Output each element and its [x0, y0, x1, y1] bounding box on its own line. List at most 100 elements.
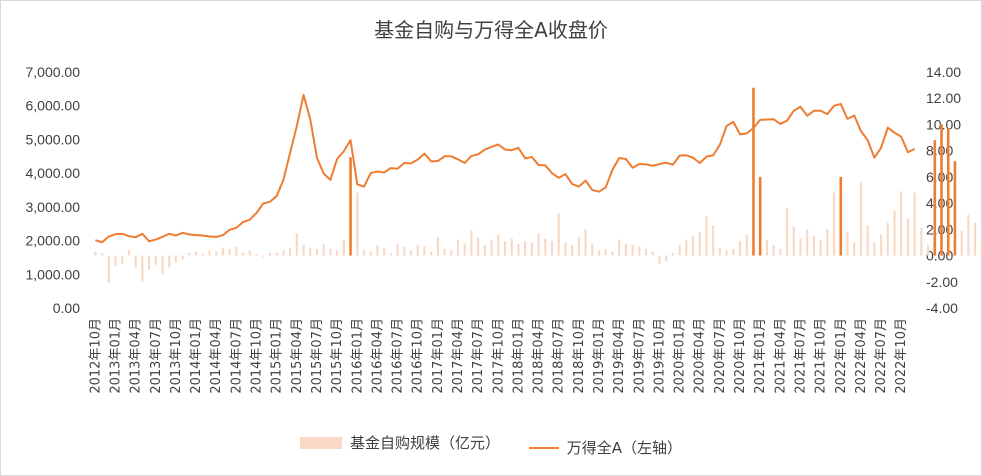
bar-mark — [873, 242, 876, 256]
x-axis-tick-label: 2020年04月 — [693, 318, 708, 394]
bar-mark — [745, 234, 748, 256]
bar-mark — [188, 252, 191, 256]
bar-mark — [946, 128, 950, 256]
bar-mark — [980, 243, 982, 256]
x-axis-tick-label: 2013年01月 — [109, 318, 124, 394]
bar-mark — [490, 239, 493, 256]
bar-series-group — [94, 87, 982, 284]
x-axis-tick-label: 2021年01月 — [753, 318, 768, 394]
bar-mark — [228, 249, 231, 256]
bar-mark — [806, 229, 809, 256]
bar-mark — [450, 250, 453, 256]
bar-mark — [564, 242, 567, 256]
x-axis-tick-label: 2018年10月 — [572, 318, 587, 394]
bar-mark — [329, 249, 332, 256]
bar-mark — [819, 239, 822, 256]
x-axis-tick-label: 2021年07月 — [793, 318, 808, 394]
bar-mark — [859, 182, 863, 256]
bar-mark — [779, 249, 782, 256]
bar-mark — [853, 242, 856, 256]
bar-mark — [725, 250, 728, 256]
bar-mark — [356, 192, 359, 256]
bar-mark — [846, 231, 849, 256]
left-axis-tick-label: 5,000.00 — [26, 131, 81, 147]
bar-mark — [792, 226, 795, 256]
bar-mark — [242, 252, 245, 256]
bar-mark — [430, 251, 433, 256]
x-axis-tick-label: 2022年10月 — [894, 318, 909, 394]
x-axis-tick-label: 2020年10月 — [733, 318, 748, 394]
bar-mark — [369, 251, 372, 256]
bar-mark — [644, 249, 648, 256]
bar-mark — [376, 245, 379, 256]
bar-mark — [161, 255, 164, 274]
bar-mark — [154, 255, 157, 265]
left-axis-tick-label: 1,000.00 — [26, 266, 81, 282]
right-axis-tick-label: 4.00 — [926, 195, 953, 211]
bar-mark — [215, 251, 218, 256]
bar-mark — [282, 250, 285, 256]
x-axis-tick-label: 2015年10月 — [330, 318, 345, 394]
bar-mark — [866, 225, 869, 256]
bar-mark — [758, 176, 762, 256]
x-axis-tick-label: 2019年10月 — [652, 318, 667, 394]
bar-mark — [396, 243, 399, 256]
bar-mark — [141, 255, 144, 282]
bar-mark — [423, 246, 426, 256]
x-axis-tick-label: 2016年07月 — [391, 318, 406, 394]
bar-mark — [577, 237, 580, 256]
legend-swatch-bar — [299, 436, 342, 449]
bar-mark — [510, 238, 513, 256]
bar-mark — [685, 239, 688, 256]
left-axis-tick-label: 3,000.00 — [26, 199, 81, 215]
bar-mark — [597, 250, 601, 256]
legend-label-line: 万得全A（左轴） — [566, 439, 683, 457]
bar-mark — [483, 245, 486, 256]
x-axis-tick-label: 2018年07月 — [552, 318, 567, 394]
right-axis-tick-label: 8.00 — [926, 143, 953, 159]
x-axis-tick-label: 2019年01月 — [592, 318, 607, 394]
bar-mark — [973, 222, 977, 256]
bar-mark — [571, 245, 574, 256]
right-axis-tick-label: 6.00 — [926, 169, 953, 185]
bar-mark — [698, 231, 701, 256]
x-axis-tick-label: 2015年07月 — [310, 318, 325, 394]
bar-mark — [181, 255, 184, 260]
x-axis-tick-label: 2016年10月 — [411, 318, 426, 394]
bar-mark — [443, 249, 446, 256]
bar-mark — [262, 255, 265, 257]
x-axis-tick-label: 2013年07月 — [149, 318, 164, 394]
bar-mark — [624, 243, 627, 256]
bar-mark — [275, 252, 278, 256]
x-axis-tick-label: 2017年07月 — [471, 318, 486, 394]
legend-label-bars: 基金自购规模（亿元） — [349, 434, 500, 452]
bar-mark — [168, 255, 171, 268]
bar-mark — [712, 225, 715, 256]
bar-mark — [799, 238, 802, 256]
bar-mark — [631, 245, 634, 256]
left-axis-tick-label: 0.00 — [53, 300, 80, 316]
bar-mark — [705, 216, 708, 256]
bar-mark — [208, 250, 211, 256]
chart-title: 基金自购与万得全A收盘价 — [374, 18, 608, 42]
axes-group: 0.00 1,000.00 2,000.00 3,000.00 4,000.00 5,00… — [26, 64, 962, 394]
bar-mark — [194, 251, 198, 256]
bar-mark — [322, 243, 325, 256]
x-axis-tick-label: 2017年04月 — [451, 318, 466, 394]
bar-mark — [201, 254, 204, 256]
legend-item-bars: 基金自购规模（亿元） — [299, 432, 500, 453]
bar-mark — [812, 235, 816, 256]
bar-mark — [584, 229, 587, 256]
right-axis-tick-label: 12.00 — [926, 90, 961, 106]
bar-mark — [362, 250, 366, 256]
bar-mark — [658, 255, 661, 264]
bar-mark — [665, 255, 668, 261]
bar-mark — [752, 87, 755, 256]
left-axis-tick-label: 4,000.00 — [26, 165, 81, 181]
bar-mark — [255, 254, 258, 256]
left-axis-tick-label: 7,000.00 — [26, 64, 81, 80]
bar-mark — [550, 241, 554, 256]
x-axis-tick-label: 2022年04月 — [854, 318, 869, 394]
bar-mark — [248, 250, 251, 256]
